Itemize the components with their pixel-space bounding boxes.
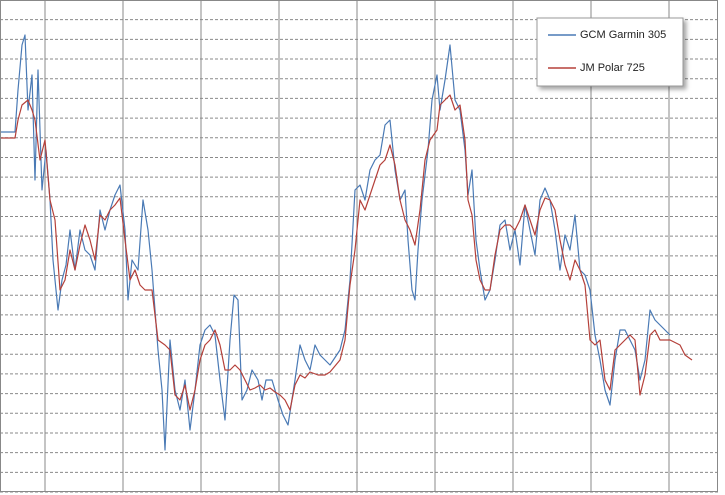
legend-label: JM Polar 725 [580, 62, 645, 74]
series-line [0, 34, 671, 451]
legend-label: GCM Garmin 305 [580, 29, 666, 41]
series-line [0, 94, 693, 411]
plot-area [0, 34, 693, 451]
legend: GCM Garmin 305 JM Polar 725 [536, 17, 684, 87]
legend-box [536, 17, 684, 87]
